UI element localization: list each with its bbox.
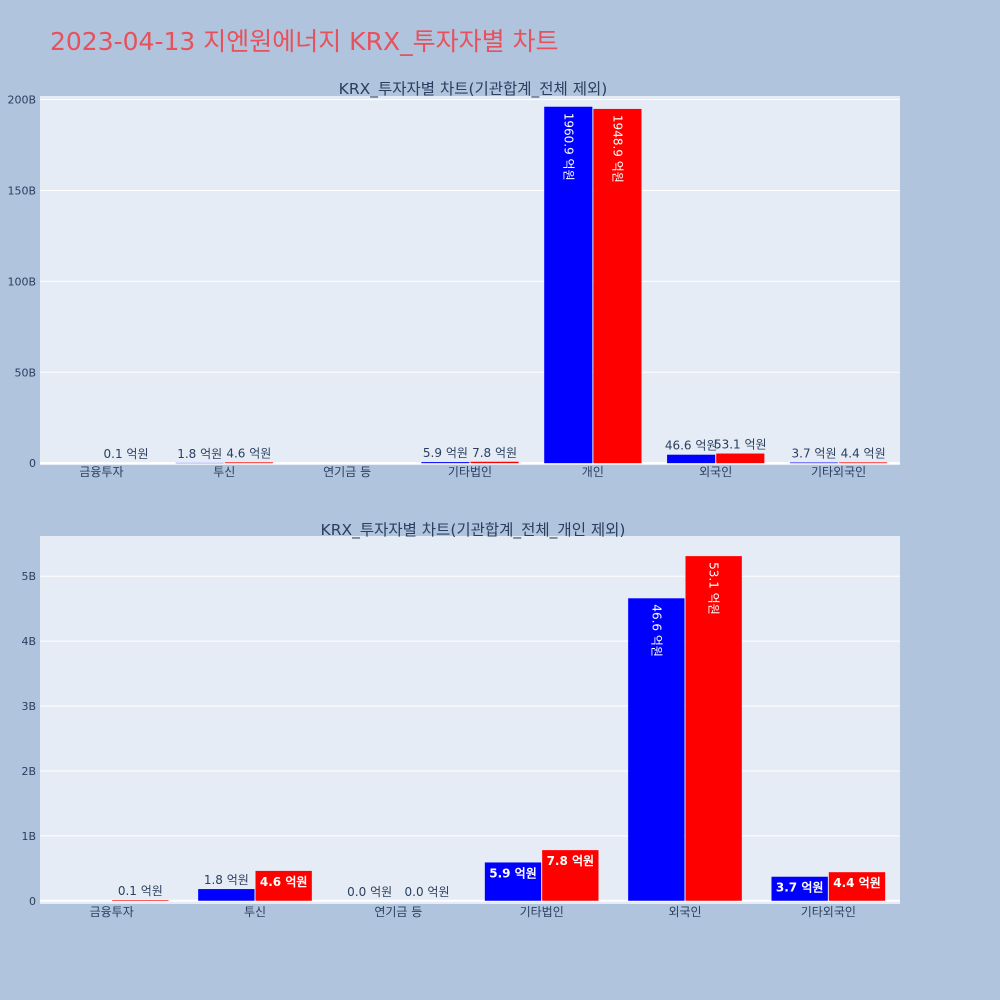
bar [542,850,599,901]
data-label: 7.8 억원 [547,854,595,868]
y-tick-label: 4B [21,635,36,648]
bar [484,862,542,901]
data-label: 5.9 억원 [423,446,468,460]
data-label: 0.1 억원 [104,447,149,461]
data-label: 0.1 억원 [118,884,163,898]
y-tick-label: 0 [29,457,36,470]
data-label: 5.9 억원 [489,866,537,880]
bar [839,462,888,464]
y-tick-label: 50B [14,366,36,379]
x-tick-label: 연기금 등 [323,465,371,479]
data-label: 4.4 억원 [833,876,881,890]
data-label: 46.6 억원 [649,604,663,657]
data-label: 7.8 억원 [472,446,517,460]
bar [421,462,470,464]
bar [593,108,642,464]
y-tick-label: 200B [7,94,36,107]
y-tick-label: 5B [21,570,36,583]
x-tick-label: 외국인 [668,905,701,919]
data-label: 0.0 억원 [347,885,392,899]
bar [544,106,593,464]
data-label: 46.6 억원 [665,439,718,453]
plot-area [40,536,900,904]
y-tick-label: 3B [21,700,36,713]
x-tick-label: 기타외국인 [811,465,866,479]
y-tick-label: 2B [21,765,36,778]
bar [198,889,255,901]
bar [771,876,828,901]
x-tick-label: 기타법인 [448,465,492,479]
x-tick-label: 투신 [244,905,266,919]
bar [470,461,519,464]
y-tick-label: 1B [21,830,36,843]
x-tick-label: 금융투자 [90,905,134,919]
y-tick-label: 150B [7,185,36,198]
data-label: 4.4 억원 [841,446,886,460]
bar [716,453,765,464]
data-label: 1.8 억원 [204,873,249,887]
bar [789,462,839,464]
data-label: 3.7 억원 [776,881,824,895]
data-label: 1960.9 억원 [561,113,575,181]
chart-panel-2: 0 1B 2B 3B 4B 5B KRX_투자자별 차트(기관합계_전체_개인 제외) 금융투… [21,521,900,919]
page-title: 2023-04-13 지엔원에너지 KRX_투자자별 차트 [50,27,559,56]
bar [628,598,685,901]
data-label: 1.8 억원 [177,447,222,461]
data-label: 53.1 억원 [707,562,721,615]
x-tick-label: 외국인 [699,465,732,479]
bar [685,556,742,901]
data-label: 0.0 억원 [405,885,450,899]
data-label: 3.7 억원 [792,447,837,461]
x-tick-label: 연기금 등 [374,905,422,919]
x-tick-label: 개인 [582,465,604,479]
x-tick-label: 기타법인 [520,905,564,919]
bar [112,900,169,901]
plot-area [40,96,900,465]
bar [828,872,886,901]
data-label: 4.6 억원 [260,875,308,889]
x-tick-label: 투신 [213,465,235,479]
data-label: 1948.9 억원 [610,115,624,183]
y-tick-label: 100B [7,275,36,288]
bar [255,870,312,901]
chart-title: KRX_투자자별 차트(기관합계_전체 제외) [339,80,608,99]
y-tick-label: 0 [29,895,36,908]
data-label: 53.1 억원 [714,438,767,452]
chart-panel-1: 0 50B 100B 150B 200B KRX_투자자별 차트(기관합계_전체 제외) 금… [7,80,900,479]
chart-title: KRX_투자자별 차트(기관합계_전체_개인 제외) [321,521,626,540]
bar [224,462,273,464]
x-tick-label: 기타외국인 [801,905,856,919]
data-label: 4.6 억원 [226,446,271,460]
bar [667,454,716,464]
x-tick-label: 금융투자 [79,465,123,479]
